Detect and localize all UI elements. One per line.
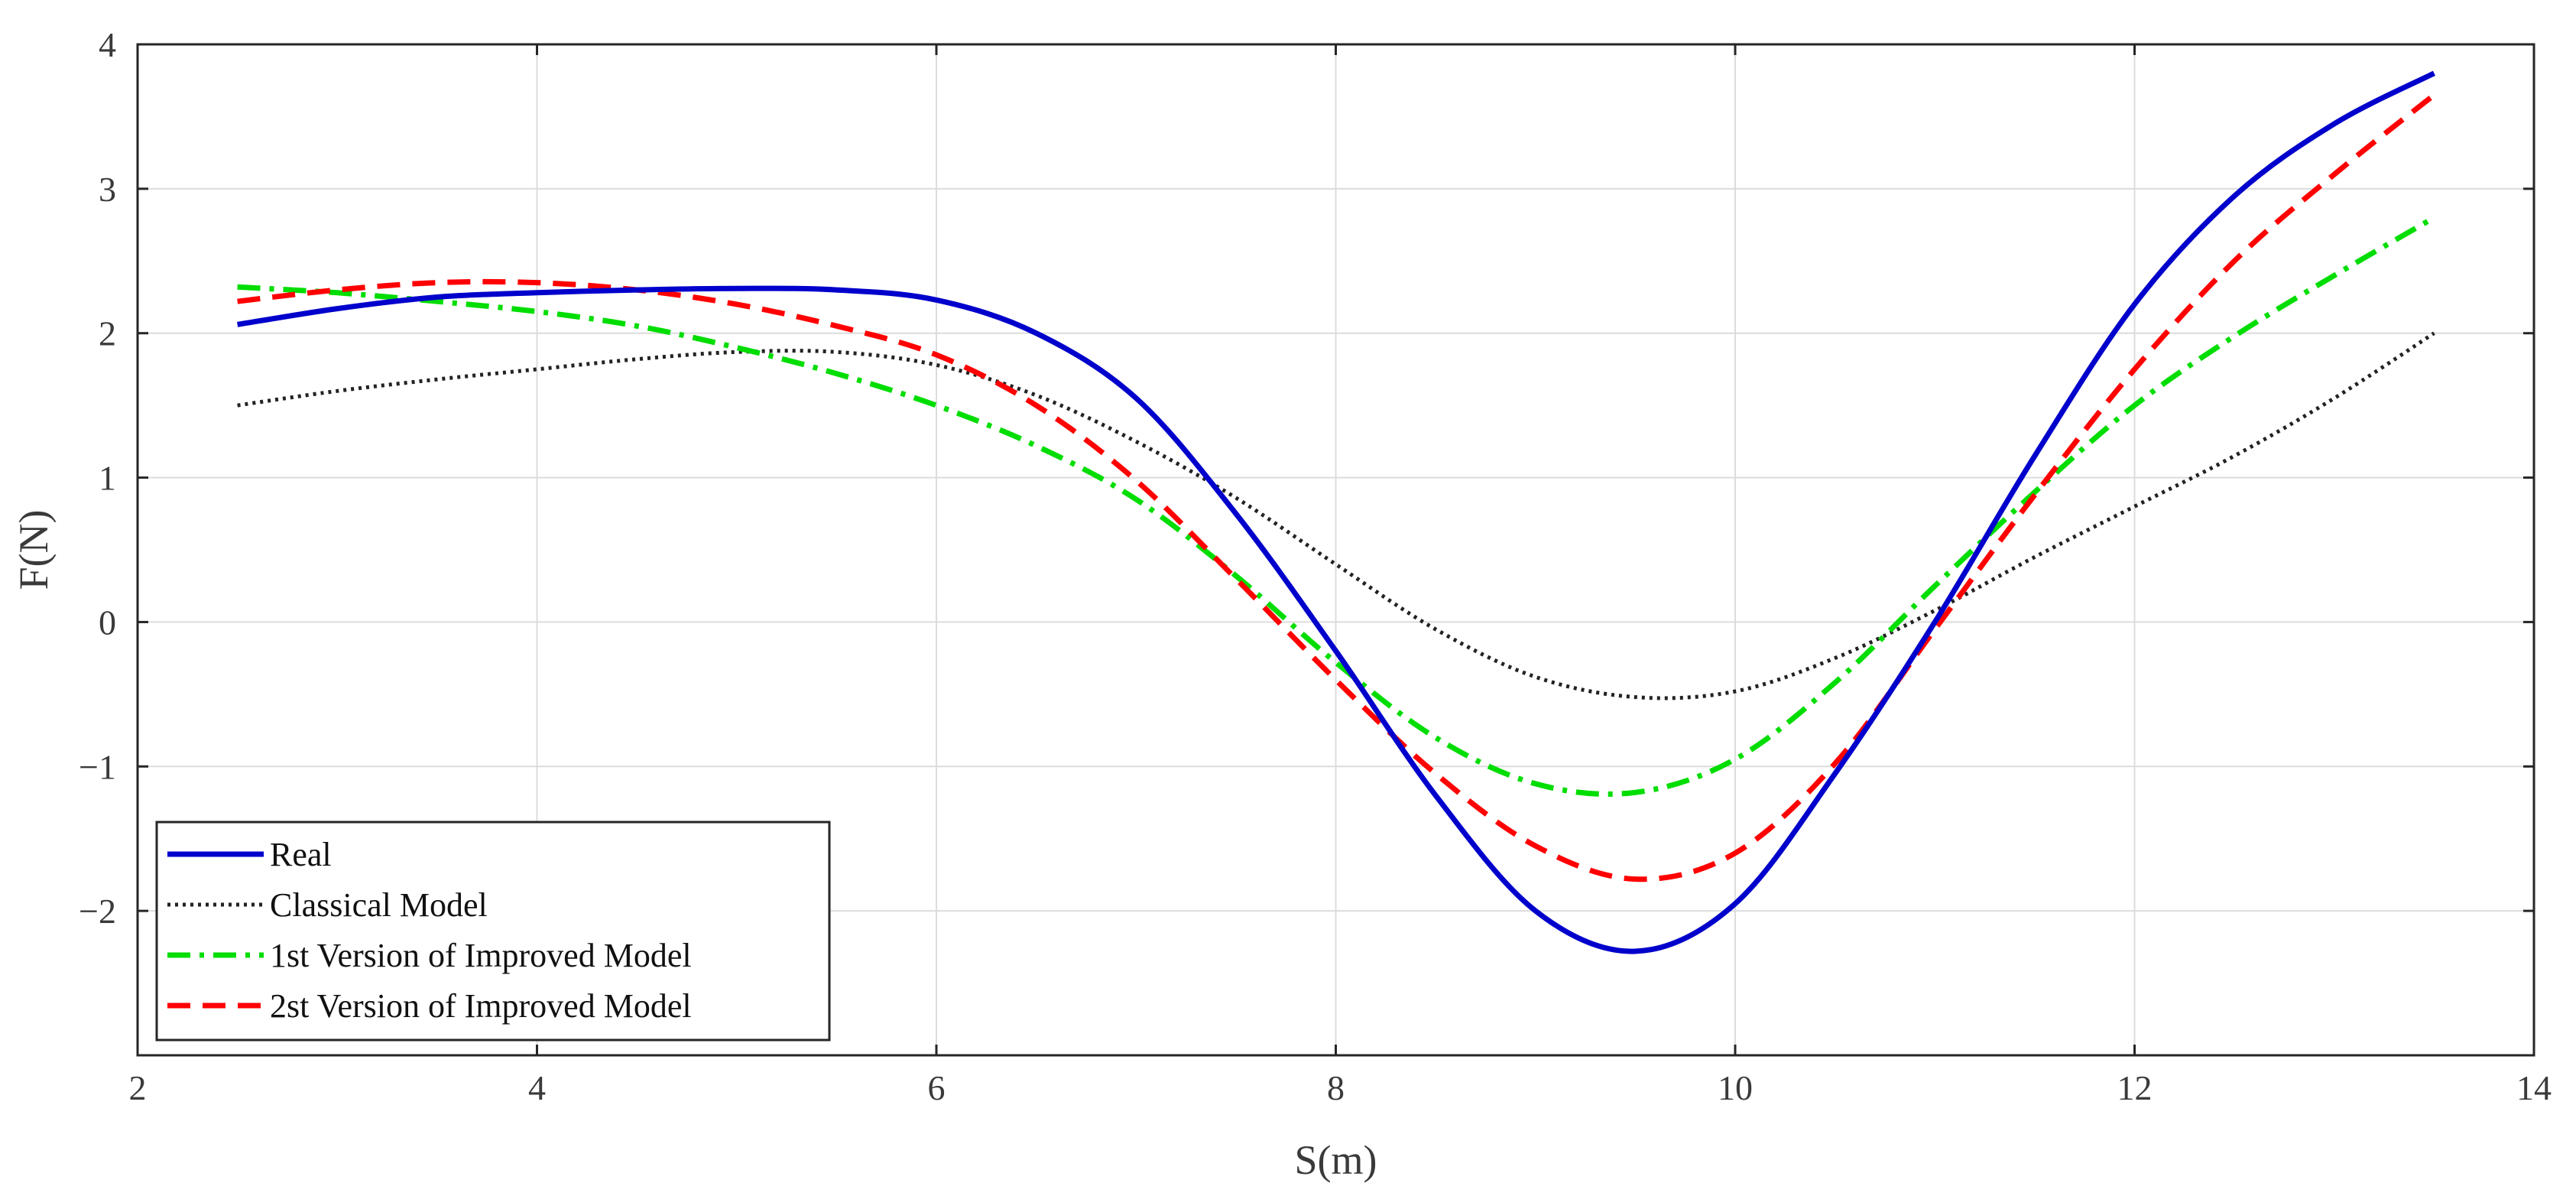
x-tick-label: 8 (1327, 1068, 1345, 1107)
y-tick-label: 0 (99, 603, 116, 642)
x-tick-label: 12 (2117, 1068, 2153, 1107)
y-tick-label: 4 (99, 25, 116, 64)
series-layer (237, 70, 2436, 954)
legend-label: 1st Version of Improved Model (270, 937, 692, 974)
x-tick-label: 6 (928, 1068, 946, 1107)
legend-box (155, 821, 831, 1042)
y-tick-label: −1 (79, 747, 116, 786)
series-line-real (237, 70, 2435, 954)
x-tick-label: 14 (2516, 1068, 2552, 1107)
x-axis-label: S(m) (1295, 1137, 1377, 1183)
y-tick-label: −2 (79, 892, 116, 931)
legend-label: Classical Model (270, 886, 488, 924)
x-tick-label: 10 (1718, 1068, 1753, 1107)
x-tick-label: 4 (528, 1068, 546, 1107)
x-tick-label: 2 (129, 1068, 147, 1107)
y-axis-label: F(N) (11, 510, 57, 590)
y-tick-label: 3 (99, 170, 116, 209)
legend-label: Real (270, 836, 332, 873)
legend-label: 2st Version of Improved Model (270, 987, 692, 1025)
y-tick-label: 2 (99, 314, 116, 353)
y-tick-label: 1 (99, 459, 116, 498)
legend: Real Classical Model 1st Version of Improv… (155, 821, 831, 1042)
